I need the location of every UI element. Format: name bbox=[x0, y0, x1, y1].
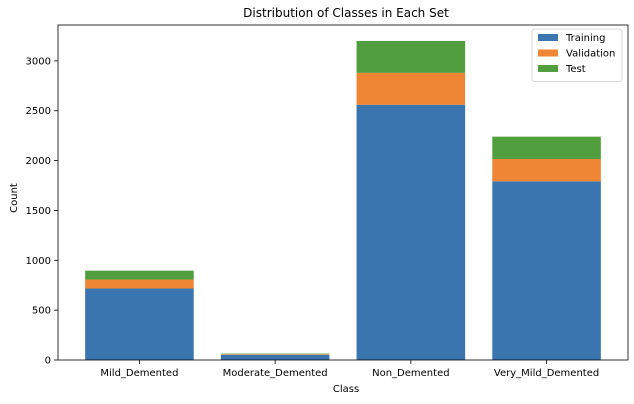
bar-training-3 bbox=[492, 181, 601, 360]
y-tick-label: 500 bbox=[32, 306, 51, 317]
x-axis-label: Class bbox=[333, 384, 359, 395]
chart-title: Distribution of Classes in Each Set bbox=[243, 6, 449, 20]
y-tick-label: 1000 bbox=[26, 256, 51, 267]
y-tick-label: 2500 bbox=[26, 106, 51, 117]
y-axis-label: Count bbox=[9, 183, 20, 213]
y-tick-label: 1500 bbox=[26, 206, 51, 217]
x-tick-label: Non_Demented bbox=[372, 368, 449, 379]
plot-frame bbox=[57, 24, 629, 361]
bar-training-1 bbox=[220, 354, 330, 360]
bar-validation-2 bbox=[356, 72, 466, 105]
bar-test-3 bbox=[492, 136, 601, 159]
x-tick-label: Moderate_Demented bbox=[223, 368, 328, 379]
legend-label-training: Training bbox=[565, 33, 605, 44]
legend-swatch-training bbox=[538, 34, 558, 41]
legend: Training Validation Test bbox=[531, 28, 623, 82]
bar-test-0 bbox=[85, 270, 194, 280]
bar-test-2 bbox=[356, 40, 466, 73]
plot-area: 0 500 1000 1500 2000 2500 3000 Mild_Demented Mod… bbox=[26, 24, 629, 379]
bar-training-2 bbox=[356, 104, 466, 360]
y-tick-label: 0 bbox=[45, 356, 51, 367]
y-tick-label: 2000 bbox=[26, 156, 51, 167]
x-tick-label: Very_Mild_Demented bbox=[494, 368, 599, 379]
bar-test-1 bbox=[220, 353, 330, 355]
bar-validation-0 bbox=[85, 279, 194, 289]
x-tick-label: Mild_Demented bbox=[100, 368, 178, 379]
legend-label-test: Test bbox=[565, 64, 586, 75]
bar-validation-1 bbox=[220, 354, 330, 355]
bar-training-0 bbox=[85, 288, 194, 360]
y-tick-label: 3000 bbox=[26, 56, 51, 67]
legend-label-validation: Validation bbox=[566, 49, 615, 60]
legend-swatch-test bbox=[538, 65, 558, 72]
legend-swatch-validation bbox=[538, 49, 558, 57]
bar-validation-3 bbox=[492, 159, 601, 182]
